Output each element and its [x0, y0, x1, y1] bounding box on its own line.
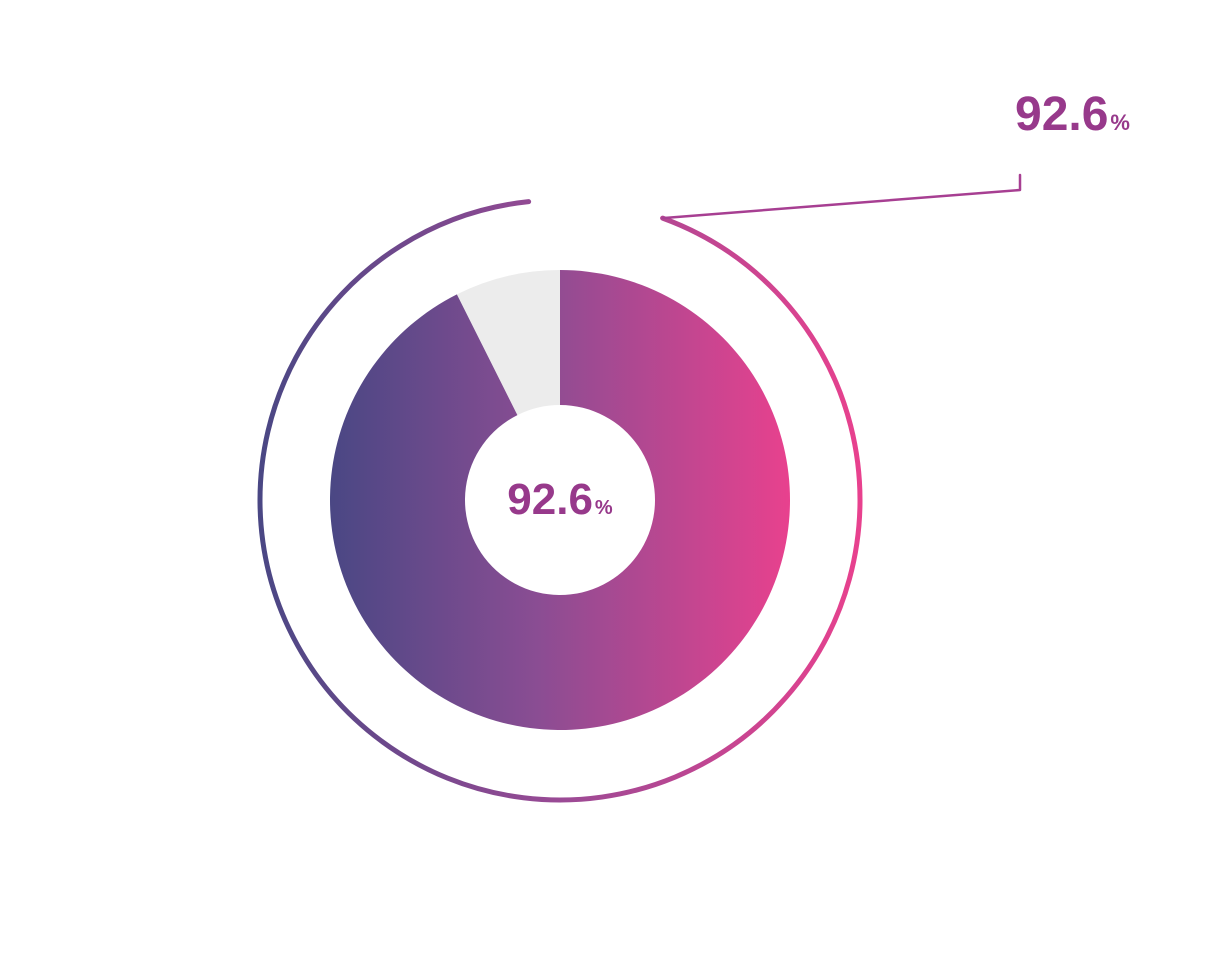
- callout-value-label: 92.6 %: [1015, 87, 1130, 142]
- center-percent-symbol: %: [595, 497, 613, 520]
- chart-stage: 92.6 % 92.6 %: [0, 0, 1225, 980]
- center-value-label: 92.6 %: [507, 475, 612, 525]
- callout-value: 92.6: [1015, 87, 1108, 142]
- callout-percent-symbol: %: [1110, 110, 1130, 136]
- center-value: 92.6: [507, 475, 593, 525]
